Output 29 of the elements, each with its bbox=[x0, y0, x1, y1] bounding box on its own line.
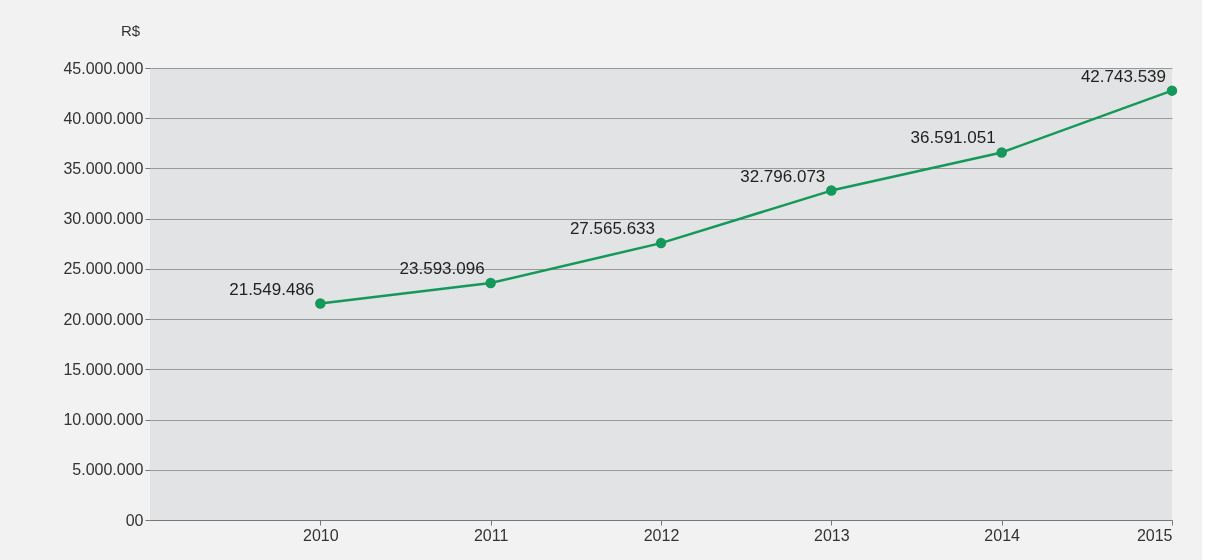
data-label: 42.743.539 bbox=[1080, 66, 1166, 86]
y-tick-label: 15.000.000 bbox=[63, 360, 144, 378]
y-tick-label: 20.000.000 bbox=[63, 310, 144, 328]
y-tick-label: 5.000.000 bbox=[72, 461, 144, 479]
data-label: 32.796.073 bbox=[740, 166, 826, 186]
x-tick-label: 2013 bbox=[814, 526, 850, 544]
y-tick-label: 45.000.000 bbox=[63, 59, 144, 77]
x-tick-label: 2014 bbox=[984, 526, 1021, 544]
point bbox=[1166, 85, 1178, 96]
y-tick-label: 35.000.000 bbox=[63, 159, 144, 177]
point bbox=[996, 147, 1007, 158]
y-axis-title: R$ bbox=[120, 21, 141, 39]
data-label: 36.591.051 bbox=[910, 128, 996, 148]
point bbox=[655, 237, 667, 249]
point bbox=[485, 277, 496, 289]
data-label: 23.593.096 bbox=[399, 259, 485, 279]
y-tick-label: 40.000.000 bbox=[63, 109, 144, 127]
y-tick-label: 25.000.000 bbox=[63, 260, 144, 278]
x-tick-label: 2015 bbox=[1136, 526, 1173, 544]
y-tick-label: 00 bbox=[125, 511, 144, 529]
point bbox=[315, 298, 326, 309]
y-tick-label: 10.000.000 bbox=[63, 411, 144, 429]
data-label: 27.565.633 bbox=[569, 219, 655, 239]
x-tick-label: 2010 bbox=[303, 526, 339, 544]
x-tick-label: 2012 bbox=[643, 526, 680, 544]
point bbox=[826, 185, 837, 196]
y-tick-label: 30.000.000 bbox=[63, 210, 144, 228]
x-tick-label: 2011 bbox=[473, 526, 509, 544]
data-label: 21.549.486 bbox=[229, 279, 315, 299]
